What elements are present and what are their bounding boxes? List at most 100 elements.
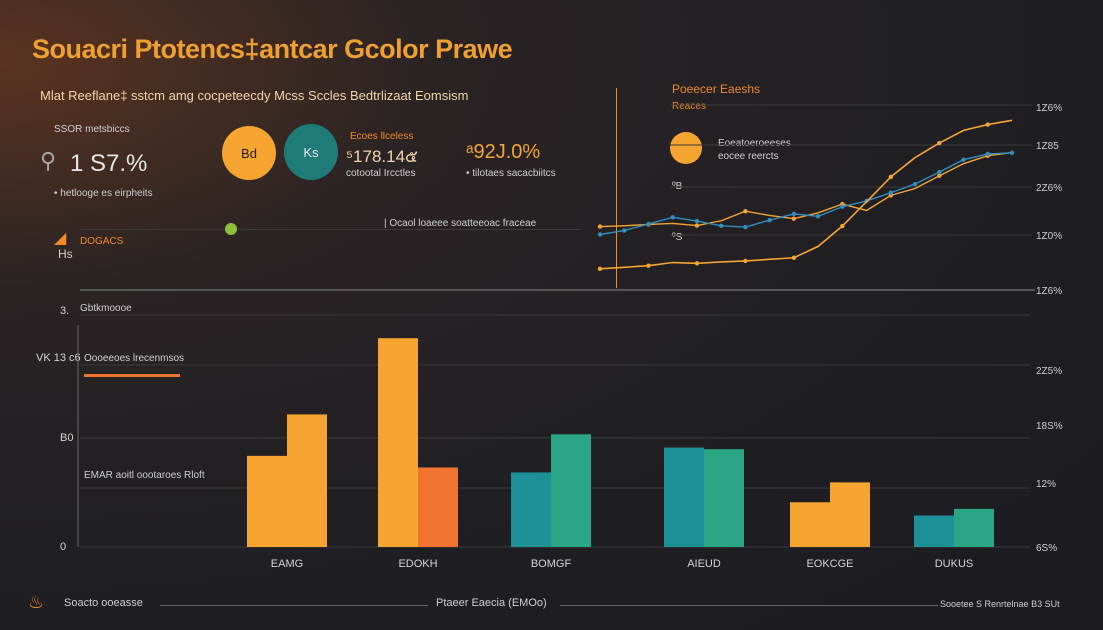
bar: [511, 472, 551, 547]
line-point: [840, 223, 845, 229]
bar: [830, 482, 870, 547]
footer-line-left: [160, 605, 428, 606]
bar: [247, 455, 287, 547]
line-point: [597, 266, 603, 272]
line-chart-subtitle: Reaces: [672, 101, 706, 112]
line-point: [912, 181, 918, 187]
line-point: [694, 218, 700, 224]
orange-circle-icon: Bd: [222, 126, 276, 180]
line-point: [888, 190, 894, 195]
line-ytick-label: 2Z6%: [1036, 183, 1062, 194]
bar: [378, 338, 418, 547]
line-series-1: [599, 152, 1013, 236]
footer-center: Ptaeer Eaecia (EMOo): [436, 597, 547, 609]
bar: [704, 449, 744, 547]
line-ytick-label: 1Z6%: [1036, 286, 1062, 297]
bar: [664, 447, 704, 547]
line-point: [791, 216, 797, 221]
line-point: [743, 209, 748, 214]
legend-note: | Ocaol loaeee soatteeoac fraceae: [384, 218, 537, 229]
bar-ytick-label: 12%: [1036, 479, 1056, 490]
bar-category-label: EOKCGE: [806, 558, 853, 570]
bar-category-label: AIEUD: [687, 558, 721, 570]
kpi1-sub: cotootal Ircctles: [346, 168, 416, 179]
line-ytick-label: 1Z6%: [1036, 103, 1062, 114]
bar-category-label: BOMGF: [531, 558, 572, 570]
marker-sub: Hs: [58, 247, 73, 261]
line-point: [1009, 150, 1015, 156]
line-point: [743, 224, 748, 230]
line-point: [597, 232, 603, 237]
orange-circle-label: Bd: [241, 145, 257, 161]
line-left-tick-2: ºS: [672, 232, 683, 243]
big-stat-value: 1 S7.%: [70, 150, 148, 177]
panel-divider: [616, 88, 617, 288]
line-point: [743, 258, 748, 264]
line-chart-title: Poeecer Eaeshs: [672, 82, 761, 96]
line-point: [646, 263, 651, 268]
pin-icon: ⚲: [40, 148, 57, 173]
bar: [287, 414, 327, 547]
line-legend-label-2: eocee reercts: [718, 151, 779, 162]
line-point: [888, 174, 894, 180]
kpi2-sub: • tilotaes sacacbiitcs: [466, 168, 556, 179]
line-point: [646, 221, 651, 227]
line-point: [597, 224, 603, 229]
marker-label: DOGACS: [80, 236, 124, 247]
kpi2-value: ᵃ92J.0%: [466, 141, 541, 163]
line-point: [718, 223, 724, 228]
line-point: [815, 214, 821, 219]
bar: [551, 434, 591, 547]
bar-chart: EAMG EDOKH BOMGF AIEUD EOKCGE DUKUS 2Z5% 18S% 12…: [77, 314, 1063, 570]
line-point: [694, 223, 700, 228]
line-point: [937, 169, 942, 175]
footer-line-right: [560, 605, 938, 606]
line-legend-dot: [670, 132, 702, 164]
teal-circle-label: Ks: [303, 144, 319, 160]
kpi1-value: ⁵178.14๕: [346, 147, 418, 166]
bar: [914, 515, 954, 547]
line-legend-label-1: Eoeatoeroeeses: [718, 138, 791, 149]
page-title: Souacri Ptotencs‡antcar Gcolor Prawe: [32, 34, 513, 64]
line-point: [985, 122, 990, 127]
bar-category-label: EAMG: [271, 558, 303, 570]
page-subtitle: Mlat Reeflane‡ sstcm amg cocpeteecdy Mcs…: [40, 88, 469, 103]
line-ytick-label: 1Z0%: [1036, 231, 1062, 242]
line-point: [937, 173, 942, 179]
line-point: [622, 228, 627, 233]
stats-divider: [80, 229, 580, 230]
line-point: [961, 157, 966, 162]
section-separator: [80, 289, 1035, 291]
bar-left-label-bd: B0: [60, 432, 74, 444]
line-point: [791, 255, 797, 260]
green-dot-icon: [225, 223, 237, 235]
line-point: [791, 211, 797, 217]
flame-icon: ♨: [28, 592, 45, 612]
line-point: [937, 140, 942, 146]
line-point: [694, 261, 700, 266]
line-series-2: [599, 119, 1013, 270]
stats-label: SSOR metsbiccs: [54, 124, 130, 135]
line-ytick-label: 1Z85: [1036, 141, 1059, 152]
bar: [954, 508, 994, 547]
marker-icon: ◢: [54, 230, 67, 247]
bar-category-label: EDOKH: [398, 558, 437, 570]
line-point: [840, 204, 845, 209]
bar-left-label-top: 3.: [60, 305, 70, 317]
bar-left-label-mid: VK 13 c6: [36, 352, 81, 364]
stat-note: • hetlooge es eirpheits: [54, 188, 153, 199]
bar: [418, 467, 458, 547]
kpi1-label: Ecoes llceless: [350, 131, 414, 142]
line-point: [767, 218, 772, 223]
bar-legend-2: Oooeeoes lrecenmsos: [84, 353, 185, 364]
footer-right: Sooetee S Renrtelnae B3 SUt: [940, 599, 1060, 609]
footer-left: Soacto ooeasse: [64, 597, 143, 609]
bar-ytick-label: 2Z5%: [1036, 366, 1062, 377]
line-point: [985, 151, 990, 157]
bar-legend-swatch: [84, 374, 180, 377]
bar-ytick-label: 6S%: [1036, 543, 1057, 554]
bar-legend-1: Gbtkmoooe: [80, 303, 132, 314]
bar-legend-3: EMAR aoitl oootaroes Rloft: [84, 470, 205, 481]
line-point: [670, 215, 675, 220]
bar-ytick-label: 18S%: [1036, 421, 1063, 432]
